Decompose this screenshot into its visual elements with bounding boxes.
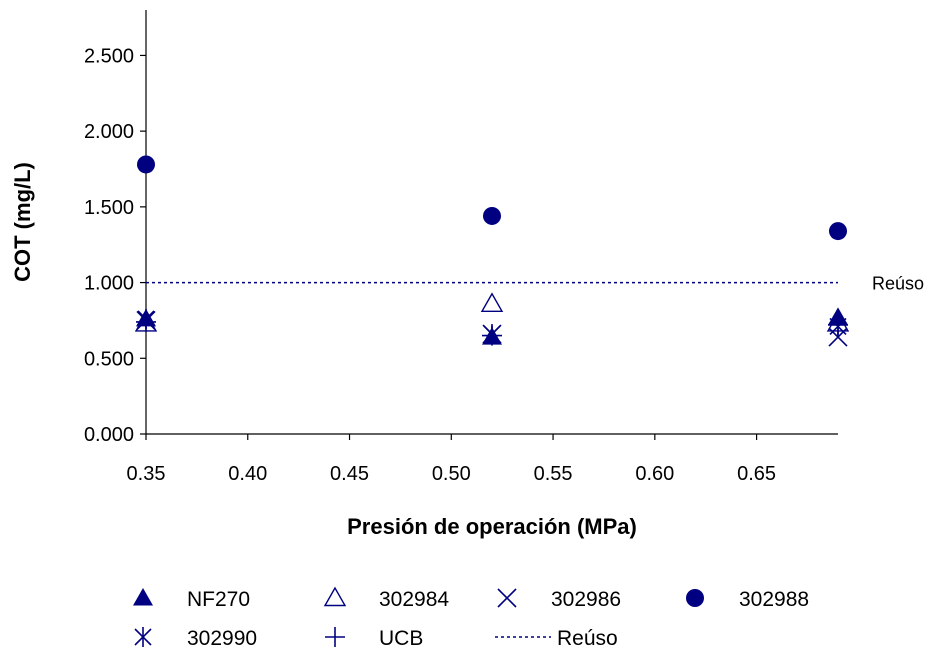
legend: NF270 302984 302986 302988 302990 UCB Reúso (133, 586, 809, 650)
x-tick-label: 0.65 (737, 463, 776, 485)
legend-label: 302986 (551, 588, 621, 611)
x-tick-label: 0.55 (534, 463, 573, 485)
x-tick-label: 0.45 (330, 463, 369, 485)
data-point-ucb (136, 311, 156, 332)
y-axis-title: COT (mg/L) (10, 162, 35, 282)
legend-label: UCB (379, 627, 423, 650)
y-tick-label: 1.000 (84, 273, 134, 295)
x-tick-label: 0.40 (228, 463, 267, 485)
data-points (134, 155, 850, 347)
legend-marker-nf270 (133, 588, 153, 606)
y-tick-label: 0.500 (84, 348, 134, 370)
x-ticks: 0.35 0.40 0.45 0.50 0.55 0.60 0.65 (127, 434, 776, 485)
data-point-302986 (828, 327, 848, 347)
x-tick-label: 0.60 (635, 463, 674, 485)
x-tick-label: 0.35 (127, 463, 166, 485)
legend-marker-302984 (323, 586, 347, 607)
data-point-ucb (482, 325, 502, 346)
legend-label: 302988 (739, 588, 809, 611)
data-point-302984 (480, 292, 504, 312)
legend-marker-302988 (686, 589, 704, 607)
data-point-302988 (829, 222, 847, 241)
legend-label: NF270 (187, 588, 250, 611)
data-point-302988 (137, 155, 155, 174)
y-ticks: 0.000 0.500 1.000 1.500 2.000 2.500 (84, 45, 146, 446)
reference-line-label: Reúso (872, 274, 924, 294)
legend-label: 302990 (187, 627, 257, 650)
x-axis-title: Presión de operación (MPa) (347, 514, 637, 539)
data-point-ucb (828, 314, 848, 335)
legend-label: Reúso (557, 627, 618, 650)
legend-marker-302986 (497, 588, 517, 608)
data-point-302988 (483, 206, 501, 225)
axes (145, 10, 838, 435)
legend-label: 302984 (379, 588, 449, 611)
y-tick-label: 0.000 (84, 424, 134, 446)
x-tick-label: 0.50 (432, 463, 471, 485)
y-tick-label: 2.500 (84, 45, 134, 67)
legend-marker-302990 (134, 627, 152, 647)
y-tick-label: 1.500 (84, 197, 134, 219)
y-tick-label: 2.000 (84, 121, 134, 143)
legend-marker-ucb (325, 627, 345, 647)
